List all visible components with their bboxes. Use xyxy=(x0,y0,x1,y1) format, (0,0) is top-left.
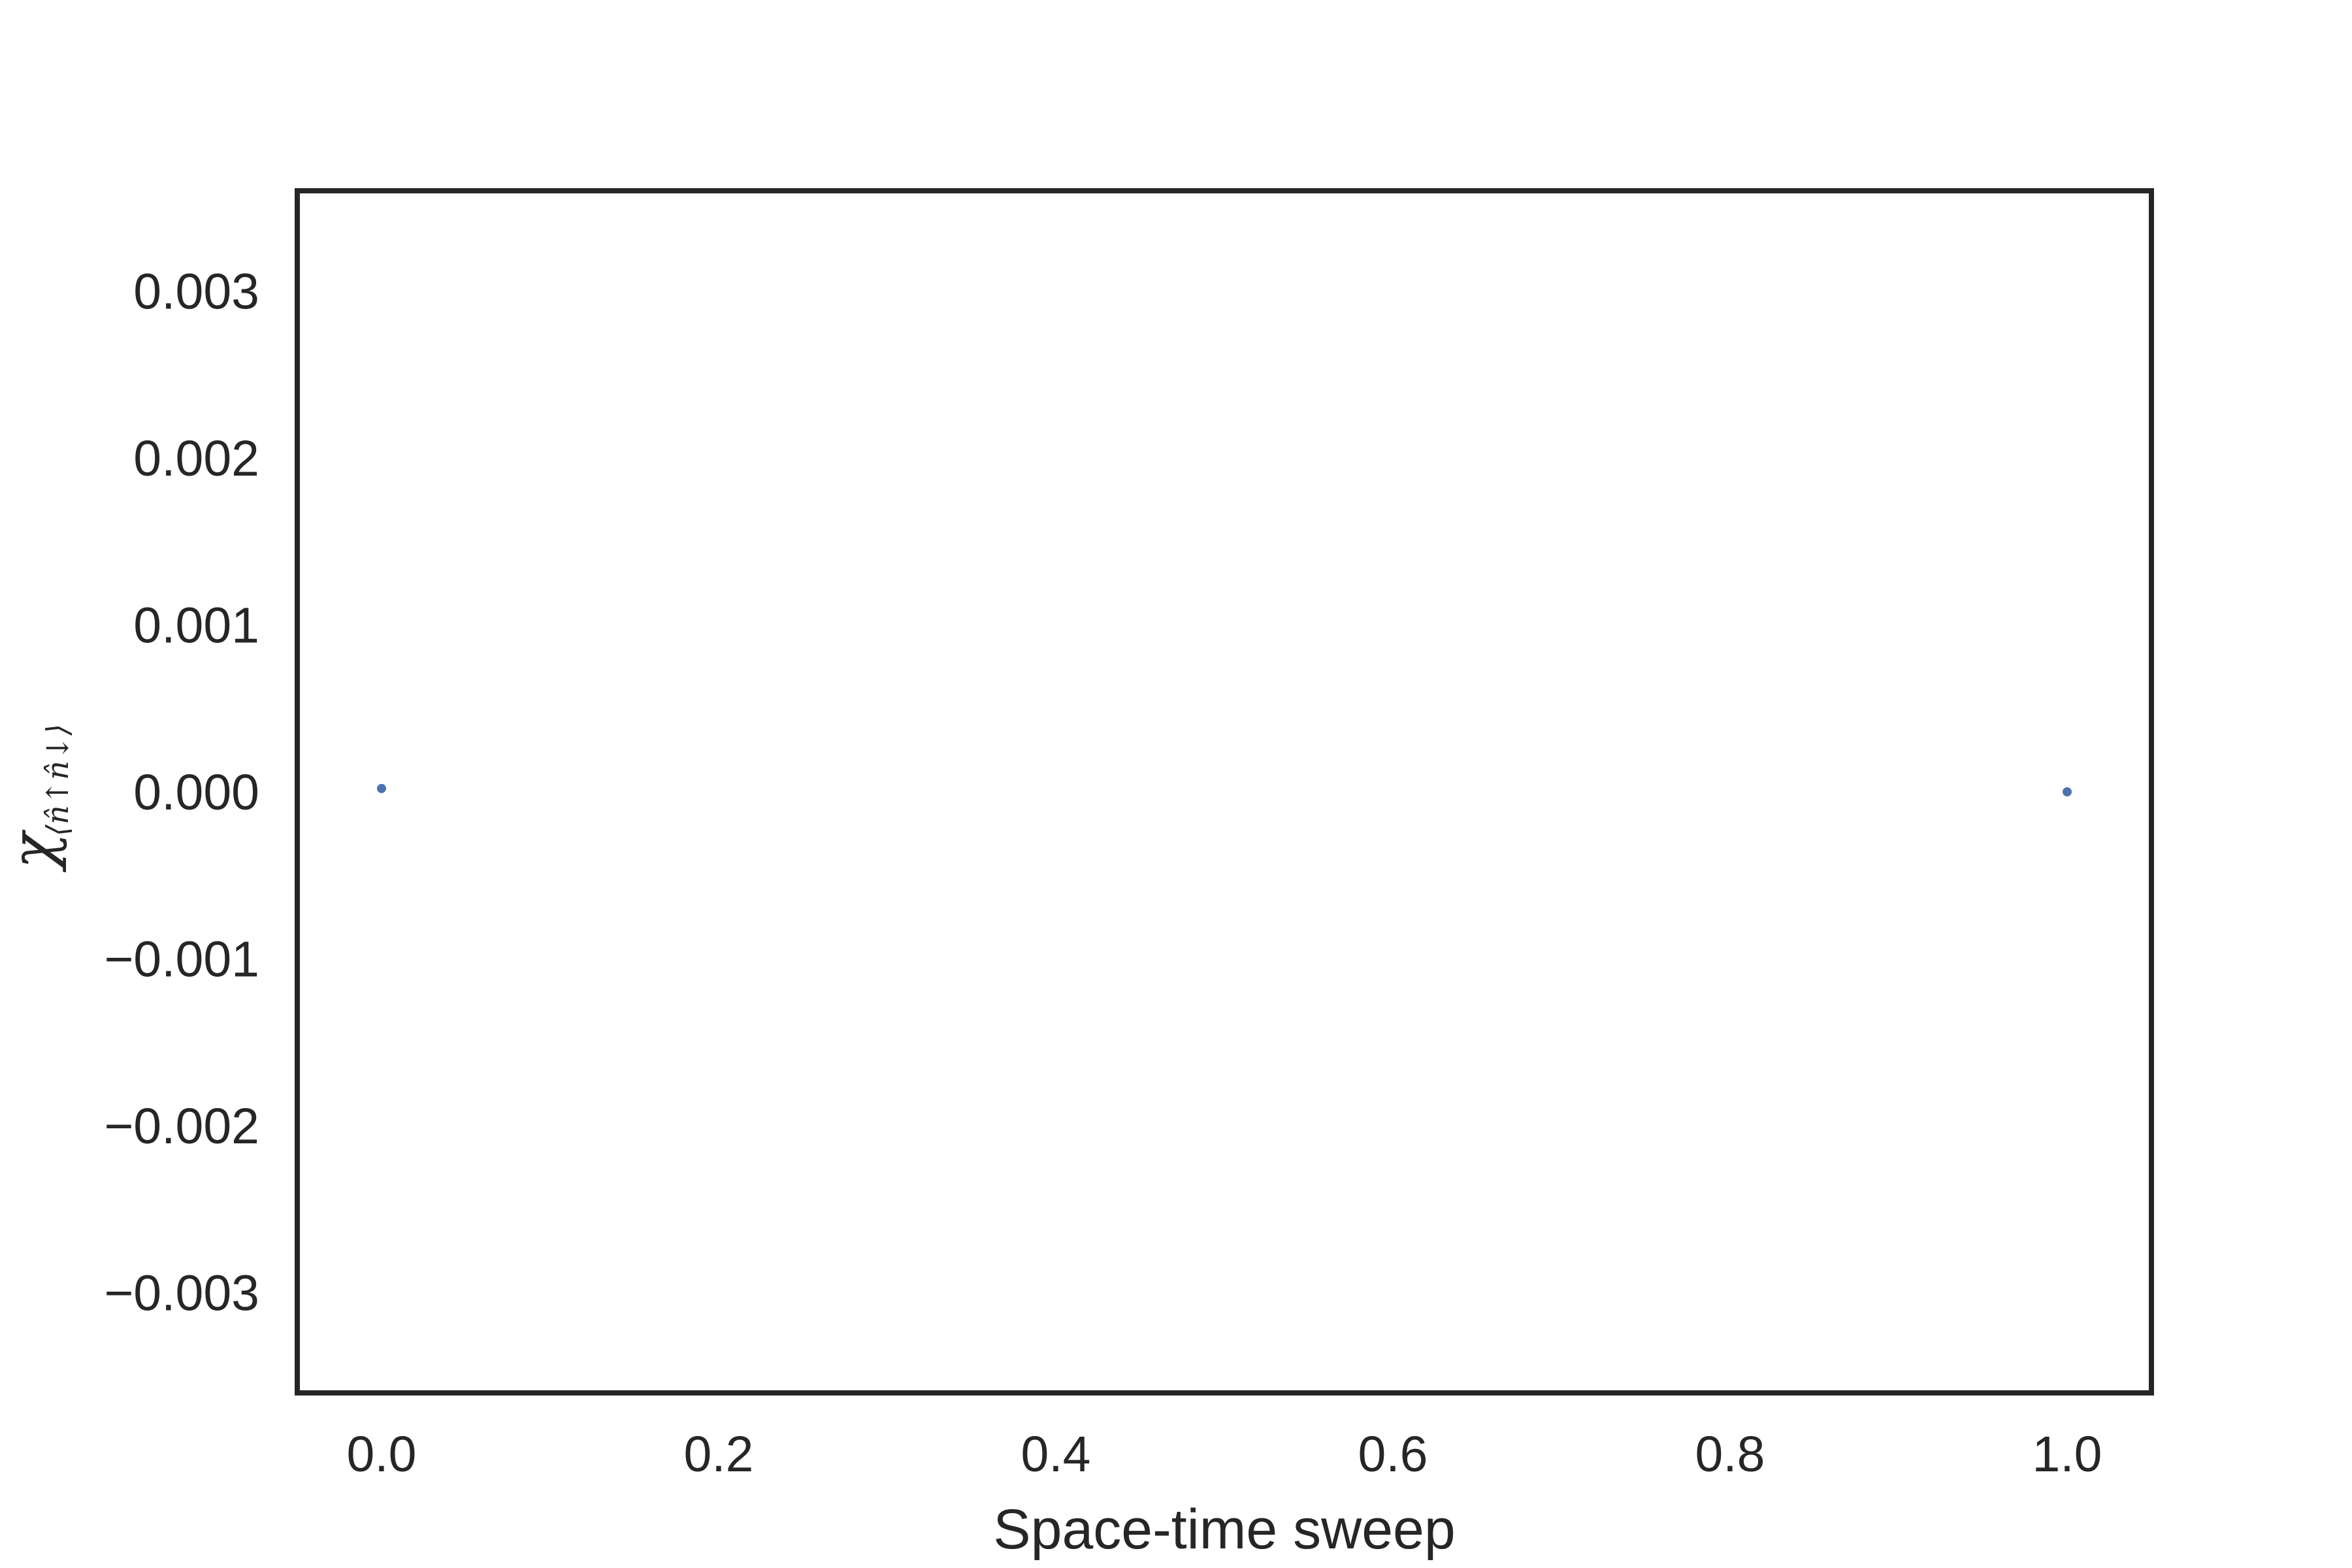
y-axis-label: χ ⟨n̂↑n̂↓⟩ xyxy=(0,724,75,873)
x-tick-label: 0.8 xyxy=(1695,1426,1765,1482)
x-tick-label: 1.0 xyxy=(2032,1426,2102,1482)
y-tick-label: 0.000 xyxy=(133,764,259,821)
x-tick-label: 0.0 xyxy=(346,1426,416,1482)
data-point xyxy=(2063,787,2072,796)
x-axis-label: Space-time sweep xyxy=(993,1498,1455,1561)
y-tick-label: −0.002 xyxy=(104,1098,259,1154)
y-tick-label: 0.002 xyxy=(133,431,259,487)
x-tick-label: 0.6 xyxy=(1358,1426,1428,1482)
y-tick-label: 0.001 xyxy=(133,597,259,653)
data-points xyxy=(377,783,2072,796)
x-tick-label: 0.4 xyxy=(1021,1426,1090,1482)
y-tick-label: −0.001 xyxy=(104,932,259,988)
x-tick-labels: 0.0 0.2 0.4 0.6 0.8 1.0 xyxy=(346,1426,2102,1482)
y-tick-labels: 0.003 0.002 0.001 0.000 −0.001 −0.002 −0.003 xyxy=(104,263,259,1321)
plot-frame xyxy=(295,188,2154,1396)
y-axis-label-subscript: ⟨n̂↑n̂↓⟩ xyxy=(40,724,75,836)
y-axis-label-symbol: χ xyxy=(0,829,68,873)
y-tick-label: −0.003 xyxy=(104,1266,259,1322)
y-tick-label: 0.003 xyxy=(133,263,259,319)
data-point xyxy=(377,783,386,793)
x-tick-label: 0.2 xyxy=(683,1426,753,1482)
